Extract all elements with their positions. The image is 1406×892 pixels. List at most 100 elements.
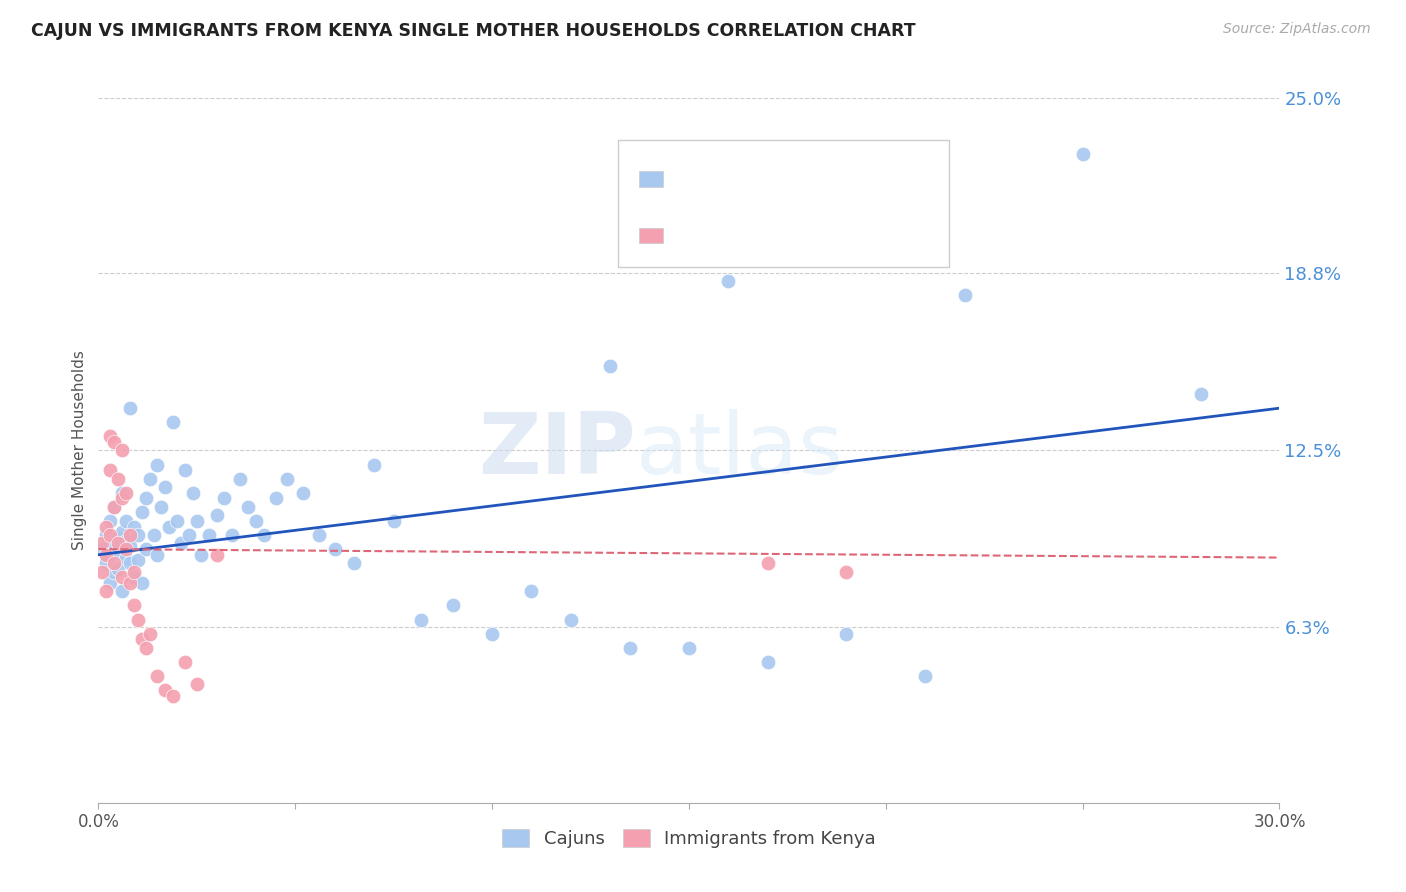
Point [205, 508, 228, 523]
Point [170, 536, 193, 550]
Point [756, 655, 779, 669]
Text: R =  0.231   N = 75: R = 0.231 N = 75 [683, 169, 873, 187]
Point [276, 472, 298, 486]
Point [190, 548, 212, 562]
Point [205, 548, 228, 562]
Point [91, 536, 114, 550]
Point [115, 550, 138, 565]
Point [91, 542, 114, 557]
Y-axis label: Single Mother Households: Single Mother Households [72, 351, 87, 550]
Point [96, 528, 118, 542]
Point [155, 480, 177, 494]
Point [98, 514, 121, 528]
Point [181, 485, 204, 500]
Point [118, 401, 141, 416]
Point [118, 528, 141, 542]
Point [118, 539, 141, 553]
Point [835, 626, 858, 640]
Point [253, 528, 276, 542]
Point [678, 640, 700, 655]
Point [115, 542, 138, 557]
Point [98, 576, 121, 591]
Point [98, 463, 121, 477]
Point [131, 506, 153, 520]
FancyBboxPatch shape [619, 140, 949, 268]
Point [103, 500, 125, 514]
Point [214, 491, 236, 506]
Point [103, 500, 125, 514]
Text: atlas: atlas [636, 409, 844, 492]
Point [481, 626, 503, 640]
Point [103, 536, 125, 550]
Point [98, 528, 121, 542]
FancyBboxPatch shape [640, 171, 662, 187]
Point [138, 626, 160, 640]
Point [122, 519, 145, 533]
Point [135, 491, 157, 506]
Point [111, 570, 134, 584]
Point [96, 519, 118, 533]
Point [135, 542, 157, 557]
FancyBboxPatch shape [640, 227, 662, 244]
Point [382, 514, 405, 528]
Point [835, 565, 858, 579]
Point [1189, 387, 1212, 401]
Point [98, 429, 121, 443]
Point [914, 669, 936, 683]
Point [162, 689, 184, 703]
Point [146, 548, 169, 562]
Text: R = -0.016   N = 34: R = -0.016 N = 34 [683, 226, 875, 244]
Point [96, 556, 118, 570]
Point [174, 655, 197, 669]
Point [111, 584, 134, 599]
Point [150, 500, 173, 514]
Point [619, 640, 641, 655]
Point [953, 288, 976, 302]
Point [166, 514, 188, 528]
Point [107, 545, 129, 559]
Point [146, 669, 169, 683]
Text: ZIP: ZIP [478, 409, 636, 492]
Point [756, 556, 779, 570]
Point [103, 565, 125, 579]
Point [127, 613, 149, 627]
Point [111, 491, 134, 506]
Point [118, 576, 141, 591]
Point [162, 415, 184, 429]
Point [115, 485, 138, 500]
Point [441, 599, 464, 613]
Point [138, 472, 160, 486]
Point [221, 528, 243, 542]
Point [111, 485, 134, 500]
Point [520, 584, 543, 599]
Point [599, 359, 621, 373]
Point [111, 525, 134, 540]
Point [717, 274, 740, 288]
Point [560, 613, 582, 627]
Point [127, 528, 149, 542]
Point [229, 472, 252, 486]
Point [111, 443, 134, 458]
Point [107, 531, 129, 545]
Point [103, 556, 125, 570]
Point [122, 565, 145, 579]
Point [107, 536, 129, 550]
Point [363, 458, 385, 472]
Point [131, 632, 153, 647]
Point [245, 514, 267, 528]
Text: Source: ZipAtlas.com: Source: ZipAtlas.com [1223, 22, 1371, 37]
Point [236, 500, 259, 514]
Point [107, 472, 129, 486]
Point [118, 556, 141, 570]
Point [157, 519, 180, 533]
Legend: Cajuns, Immigrants from Kenya: Cajuns, Immigrants from Kenya [494, 820, 884, 857]
Point [292, 485, 315, 500]
Point [155, 683, 177, 698]
Point [146, 458, 169, 472]
Point [174, 463, 197, 477]
Point [177, 528, 200, 542]
Text: CAJUN VS IMMIGRANTS FROM KENYA SINGLE MOTHER HOUSEHOLDS CORRELATION CHART: CAJUN VS IMMIGRANTS FROM KENYA SINGLE MO… [31, 22, 915, 40]
Point [115, 514, 138, 528]
Point [107, 562, 129, 576]
Point [1071, 147, 1094, 161]
